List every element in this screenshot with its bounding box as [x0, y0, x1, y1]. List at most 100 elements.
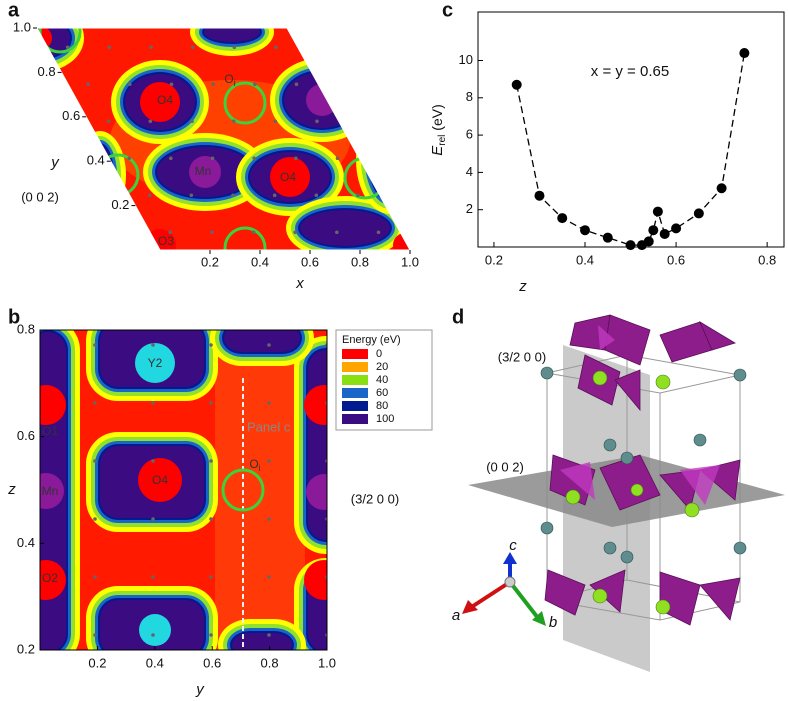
- plane-label: (0 0 2): [21, 189, 59, 204]
- grid-dot: [93, 517, 97, 521]
- data-point: [693, 208, 704, 219]
- atom: [304, 560, 327, 600]
- axis-label: c: [509, 537, 517, 554]
- data-point: [739, 48, 750, 59]
- grid-dot: [209, 401, 213, 405]
- grid-dot: [190, 45, 195, 50]
- y-axis-label: Erel (eV): [429, 104, 448, 155]
- data-point: [648, 225, 659, 236]
- grid-dot: [267, 401, 271, 405]
- panel-label: a: [8, 0, 20, 21]
- energy-region: [224, 330, 300, 352]
- atom-label: Oi: [224, 72, 235, 88]
- atom-label-sub: i: [259, 463, 261, 473]
- x-tick-label: 0.6: [203, 655, 221, 670]
- grid-dot: [274, 45, 278, 50]
- grid-dot: [267, 633, 271, 637]
- interstitial-site: [223, 226, 267, 250]
- y-tick-label: 0.8: [17, 321, 35, 336]
- y-tick-label: 0.8: [38, 64, 56, 79]
- x-tick-label: 0.8: [758, 252, 776, 267]
- grid-dot: [86, 82, 90, 87]
- grid-dot: [267, 517, 271, 521]
- y-tick-label: 0.4: [87, 153, 105, 168]
- labels: 0.2 0.4 0.6 0.8 1.0 0.2 0.4 0.6 0.8 1.0 x y (0 0 2) a…: [7, 0, 785, 698]
- grid-dot: [211, 82, 215, 87]
- atom-label: Oi: [249, 457, 260, 473]
- y-axis-label-sub: rel: [437, 135, 448, 146]
- atom: [135, 343, 175, 383]
- legend-label: 40: [376, 374, 388, 386]
- y-axis-label: y: [50, 154, 60, 171]
- data-point: [716, 183, 727, 194]
- atom-label-main: Mn: [195, 164, 212, 178]
- energy-region: [361, 111, 410, 209]
- grid-dot: [148, 119, 153, 124]
- y-tick-label: 6: [466, 127, 473, 142]
- grid-dot: [190, 119, 194, 124]
- legend-label: 0: [376, 348, 382, 360]
- energy-region: [365, 115, 410, 205]
- atom: [393, 233, 410, 250]
- x-axis-label: y: [195, 681, 205, 698]
- atom: [40, 560, 66, 600]
- atom-label: Mn: [195, 164, 212, 178]
- x-axis-label: z: [518, 278, 527, 295]
- atom-label-sub: i: [234, 78, 236, 88]
- legend-swatch: [342, 414, 368, 424]
- interstitial-site: [221, 468, 265, 512]
- plot-frame: [477, 11, 785, 248]
- grid-dot: [210, 156, 215, 161]
- grid-dot: [127, 156, 131, 161]
- atom-label: O2: [42, 571, 58, 585]
- grid-dot: [149, 45, 153, 50]
- frame: [36, 27, 411, 251]
- atom-label-main: O4: [280, 170, 296, 184]
- axis-label: b: [549, 614, 557, 631]
- x-axis-label: x: [295, 275, 304, 292]
- x-tick-label: 0.4: [576, 252, 594, 267]
- legend-swatch: [342, 349, 368, 359]
- interstitial-site: [38, 28, 82, 54]
- atom: [40, 385, 66, 425]
- y-axis-label: z: [7, 481, 16, 498]
- y-tick-label: 10: [459, 52, 473, 67]
- grid-dot: [151, 343, 155, 347]
- grid-dot: [253, 82, 257, 87]
- legend-label: 60: [376, 387, 388, 399]
- grid-dot: [315, 119, 319, 124]
- data-point: [643, 236, 654, 247]
- data-point: [602, 232, 613, 243]
- x-tick-label: 0.2: [88, 655, 106, 670]
- grid-dot: [93, 459, 97, 463]
- data-point: [511, 79, 522, 90]
- atom-label: O3: [158, 234, 174, 248]
- y-tick-label: 2: [466, 201, 473, 216]
- grid-dot: [356, 193, 360, 198]
- grid-dot: [209, 459, 213, 463]
- grid-dot: [272, 193, 277, 198]
- y-tick-label: 1.0: [13, 19, 31, 34]
- panel-label: d: [452, 306, 464, 328]
- data-point: [625, 240, 636, 251]
- crystal-structure: [462, 314, 785, 672]
- atom-label-main: Y2: [148, 356, 163, 370]
- data-point: [580, 225, 591, 236]
- x-tick-label: 0.4: [146, 655, 164, 670]
- atom: [306, 474, 327, 510]
- atom: [270, 157, 310, 197]
- legend-label: 100: [376, 413, 394, 425]
- plane-label: (0 0 2): [486, 459, 524, 474]
- data-point: [652, 206, 663, 217]
- grid-dot: [267, 343, 271, 347]
- grid-dot: [251, 230, 256, 235]
- atom: [140, 82, 180, 122]
- atom-label: Y2: [148, 356, 163, 370]
- energy-region: [204, 28, 260, 42]
- x-tick-label: 0.4: [251, 254, 269, 269]
- grid-dot: [151, 459, 155, 463]
- grid-dot: [209, 343, 213, 347]
- atom-label: O4: [157, 93, 173, 107]
- atom-label-main: O2: [42, 571, 58, 585]
- interstitial-site: [223, 81, 267, 125]
